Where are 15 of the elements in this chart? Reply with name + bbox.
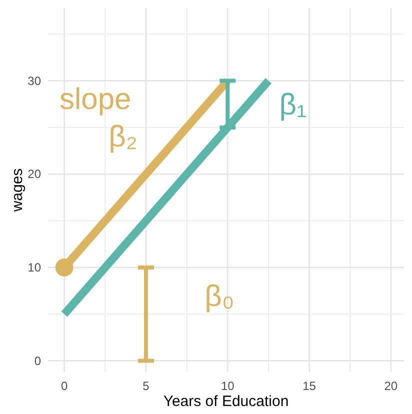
y-tick-label: 20 bbox=[28, 167, 42, 182]
y-tick-label: 0 bbox=[34, 354, 42, 368]
x-tick-label: 15 bbox=[302, 379, 316, 393]
x-axis-title: Years of Education bbox=[163, 393, 289, 410]
annotation: slope bbox=[60, 82, 132, 116]
annotation: β₀ bbox=[204, 280, 234, 313]
x-tick-label: 5 bbox=[142, 379, 150, 393]
x-tick-label: 10 bbox=[220, 379, 235, 393]
y-tick-label: 10 bbox=[28, 260, 42, 274]
x-tick-label: 20 bbox=[384, 379, 398, 393]
annotation: β₁ bbox=[279, 88, 307, 122]
y-tick-label: 30 bbox=[28, 74, 42, 88]
x-tick-label: 0 bbox=[60, 379, 68, 393]
annotation: β₂ bbox=[108, 120, 138, 154]
y-axis-title: wages bbox=[9, 168, 26, 213]
